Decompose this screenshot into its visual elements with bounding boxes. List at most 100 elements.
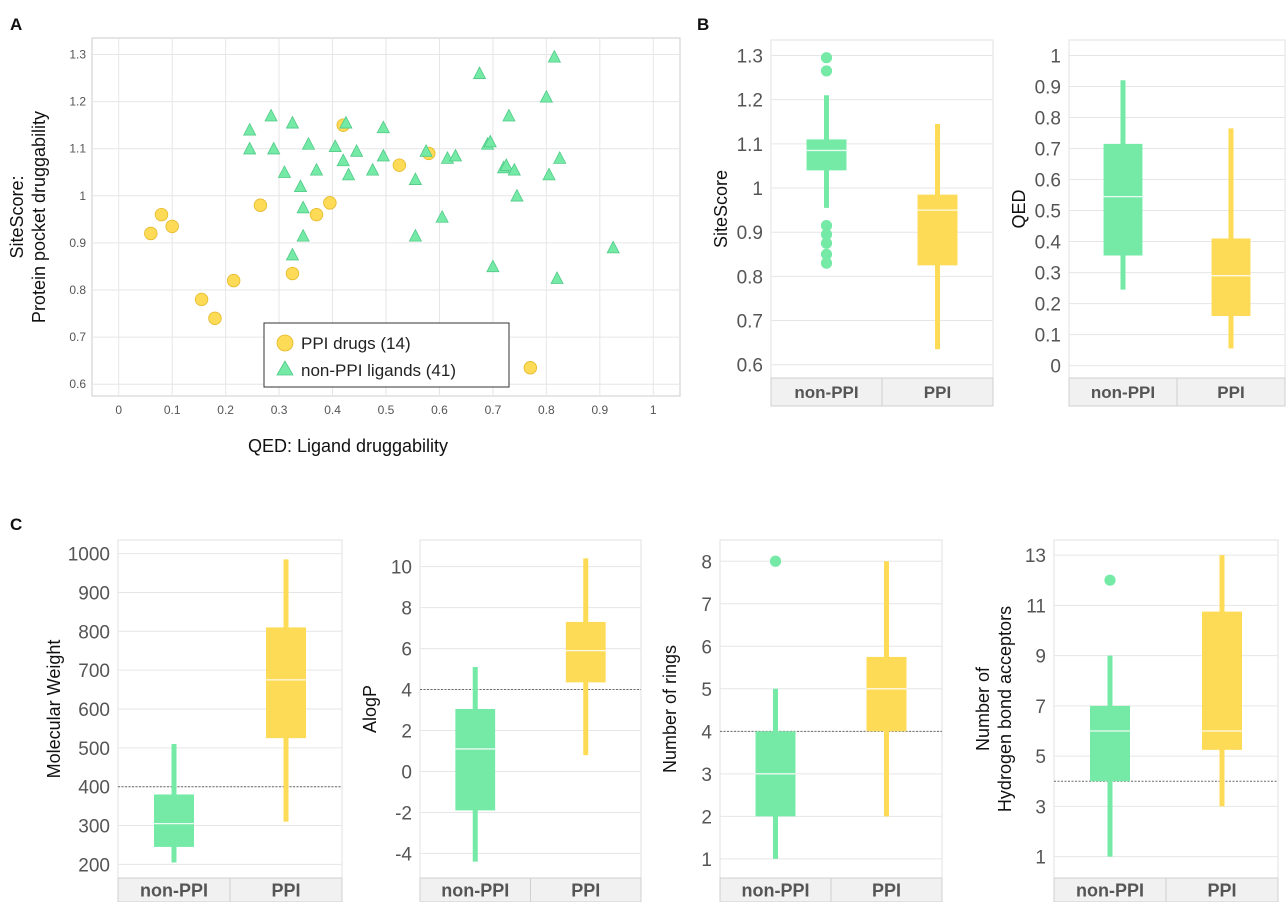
y-tick-label: 6 xyxy=(701,637,712,658)
non-ppi-ligand-point xyxy=(408,228,423,242)
y-axis-title: SiteScore: Protein pocket druggability xyxy=(7,111,49,323)
y-tick-label: 500 xyxy=(78,739,110,760)
non-ppi-ligand-point xyxy=(328,139,342,152)
y-tick-label: 4 xyxy=(701,722,712,743)
y-tick-label: 0.7 xyxy=(1035,140,1061,161)
non-ppi-ligand-point xyxy=(499,158,513,171)
y-tick-label: 1.1 xyxy=(737,135,763,156)
category-label: PPI xyxy=(1207,880,1236,900)
legend-marker-ppi xyxy=(276,334,294,352)
charts-layer: 0 0.1 0.2 0.3 0.4 0.5 0.6 0.7 0.8 0.9 1 0.6 0.7 0.8 0.… xyxy=(7,37,1286,902)
x-tick-label: 0.2 xyxy=(217,403,234,417)
non-ppi-ligand-point xyxy=(267,141,281,155)
category-label: non-PPI xyxy=(441,880,509,900)
y-tick-label: 0.2 xyxy=(1035,295,1061,316)
y-tick-label: 0.6 xyxy=(1035,171,1061,192)
non-ppi-ligand-point xyxy=(339,115,353,129)
x-axis-title: QED: Ligand druggability xyxy=(248,436,448,456)
legend-label-non-ppi: non-PPI ligands (41) xyxy=(301,361,456,380)
y-tick-label: 4 xyxy=(401,681,412,702)
ppi-drug-point xyxy=(144,226,158,241)
non-ppi-ligand-point xyxy=(419,143,433,157)
box-outlier xyxy=(820,228,833,241)
box-plot-area xyxy=(719,539,943,879)
non-ppi-ligand-point xyxy=(341,167,356,181)
non-ppi-ligand-point xyxy=(486,259,500,273)
x-tick-label: 0.1 xyxy=(164,403,181,417)
non-ppi-ligand-point xyxy=(264,108,278,122)
y-tick-label: -2 xyxy=(395,803,412,824)
y-axis-title: AlogP xyxy=(360,685,380,733)
y-tick-label: 0.9 xyxy=(69,236,86,250)
category-label: non-PPI xyxy=(742,880,810,900)
ppi-drug-point xyxy=(253,198,268,212)
y-axis-title: Molecular Weight xyxy=(44,640,64,779)
legend-marker-non-ppi xyxy=(276,360,294,376)
y-tick-label: 1.3 xyxy=(69,47,86,61)
y-tick-label: 1.1 xyxy=(69,142,86,156)
non-ppi-ligand-point xyxy=(553,151,567,164)
box-outlier xyxy=(820,52,833,64)
y-tick-label: 6 xyxy=(401,640,412,661)
y-axis-title: SiteScore xyxy=(711,170,731,248)
category-label: non-PPI xyxy=(1076,880,1144,900)
box-iqr xyxy=(266,627,306,739)
y-tick-label: 1 xyxy=(79,189,86,203)
y-axis-title-line: Protein pocket druggability xyxy=(29,111,49,323)
box-outlier xyxy=(1104,574,1116,586)
non-ppi-ligand-point xyxy=(507,162,521,176)
y-tick-label: 1 xyxy=(752,179,763,200)
y-axis-title-line: Hydrogen bond acceptors xyxy=(995,606,1015,812)
ppi-drug-point xyxy=(309,207,324,222)
non-ppi-ligand-point xyxy=(448,148,463,162)
non-ppi-ligand-point xyxy=(408,172,423,185)
box-outlier xyxy=(820,237,833,249)
non-ppi-ligand-point xyxy=(296,228,310,242)
y-axis-title: QED xyxy=(1009,189,1029,228)
y-axis-title: Number of Hydrogen bond acceptors xyxy=(973,606,1015,812)
non-ppi-ligand-point xyxy=(606,240,620,254)
box-iqr xyxy=(154,794,194,847)
non-ppi-ligand-point xyxy=(542,167,556,181)
box-plot-area xyxy=(1068,39,1286,379)
x-tick-label: 0.8 xyxy=(538,403,555,417)
y-tick-label: 0.8 xyxy=(1035,109,1061,130)
ppi-drug-point xyxy=(165,219,179,234)
y-tick-label: -4 xyxy=(395,844,412,865)
x-tick-label: 0.4 xyxy=(324,403,341,417)
box-plot-area xyxy=(770,39,994,379)
legend-label-ppi: PPI drugs (14) xyxy=(301,334,411,353)
y-tick-label: 1 xyxy=(1050,47,1061,68)
y-tick-label: 300 xyxy=(78,817,110,838)
y-tick-label: 1.2 xyxy=(69,95,86,109)
y-tick-label: 1 xyxy=(1035,848,1046,869)
non-ppi-ligand-point xyxy=(243,122,257,136)
y-tick-label: 3 xyxy=(1035,797,1046,818)
y-tick-label: 1000 xyxy=(68,545,110,566)
y-tick-label: 2 xyxy=(401,722,412,743)
non-ppi-ligand-point xyxy=(539,89,554,103)
non-ppi-ligand-point xyxy=(301,136,316,150)
y-tick-label: 1 xyxy=(701,850,712,871)
x-tick-label: 1 xyxy=(650,403,657,417)
box-iqr xyxy=(565,621,606,683)
y-tick-label: 0.8 xyxy=(737,267,763,288)
y-tick-label: 8 xyxy=(701,552,712,573)
y-tick-label: 7 xyxy=(1035,697,1046,718)
x-tick-label: 0.9 xyxy=(591,403,608,417)
y-tick-label: 0.5 xyxy=(1035,202,1061,223)
x-tick-label: 0 xyxy=(115,403,122,417)
box-plot-area xyxy=(1053,539,1279,879)
y-tick-label: 5 xyxy=(1035,747,1046,768)
non-ppi-ligand-point xyxy=(365,162,380,176)
panel-label-a: A xyxy=(10,15,22,34)
ppi-drug-point xyxy=(194,292,209,307)
box-outlier xyxy=(769,555,782,567)
y-tick-label: 8 xyxy=(401,599,412,620)
y-tick-label: 0 xyxy=(1050,357,1061,378)
non-ppi-ligand-point xyxy=(483,134,497,148)
box-plot-area xyxy=(419,539,642,879)
category-label: non-PPI xyxy=(794,383,858,402)
category-label: PPI xyxy=(571,880,600,900)
non-ppi-ligand-point xyxy=(296,200,310,214)
